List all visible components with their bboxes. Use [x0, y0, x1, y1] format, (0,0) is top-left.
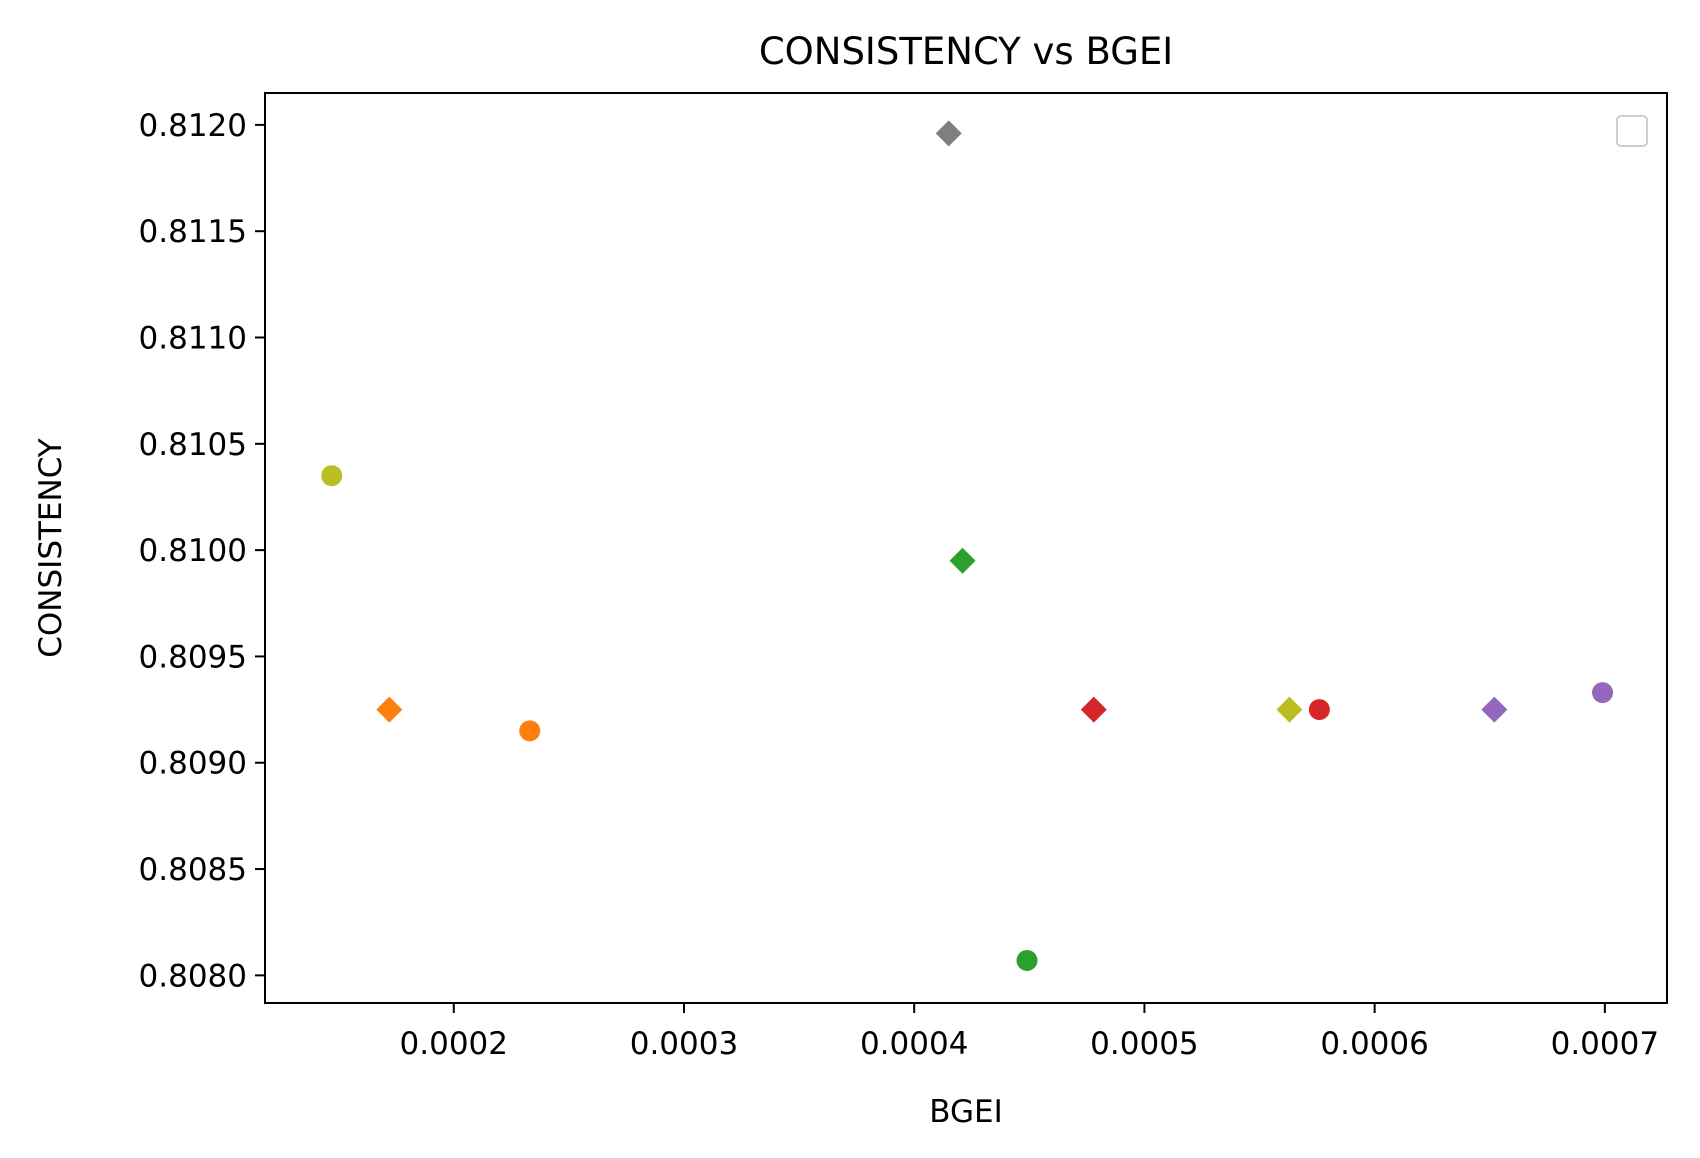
y-tick-label: 0.8120 [139, 108, 247, 144]
x-tick-label: 0.0003 [630, 1026, 738, 1062]
x-axis-ticks: 0.0002 0.0003 0.0004 0.0005 0.0006 0.0007 [400, 1003, 1659, 1062]
data-point-diamond [935, 120, 962, 147]
data-points [321, 120, 1614, 971]
data-point-circle [1592, 682, 1614, 704]
x-tick-label: 0.0007 [1551, 1026, 1659, 1062]
data-point-diamond [949, 547, 976, 574]
data-point-circle [321, 465, 343, 487]
data-point-circle [519, 720, 541, 742]
plot-area-frame [264, 92, 1668, 1004]
data-point-diamond [1276, 696, 1303, 723]
y-tick-label: 0.8095 [139, 639, 247, 675]
chart-title: CONSISTENCY vs BGEI [759, 30, 1173, 73]
x-tick-label: 0.0006 [1320, 1026, 1428, 1062]
x-tick-label: 0.0004 [860, 1026, 968, 1062]
data-point-diamond [1080, 696, 1107, 723]
y-tick-label: 0.8105 [139, 427, 247, 463]
data-point-diamond [1481, 696, 1508, 723]
y-axis-label: CONSISTENCY [33, 438, 69, 658]
x-tick-label: 0.0002 [400, 1026, 508, 1062]
data-point-circle [1016, 949, 1038, 971]
y-tick-label: 0.8115 [139, 214, 247, 250]
legend-box [1616, 115, 1648, 147]
data-point-circle [1308, 699, 1330, 721]
y-tick-label: 0.8085 [139, 852, 247, 888]
y-tick-label: 0.8110 [139, 321, 247, 357]
y-tick-label: 0.8100 [139, 533, 247, 569]
y-tick-label: 0.8080 [139, 958, 247, 994]
data-point-diamond [376, 696, 403, 723]
y-tick-label: 0.8090 [139, 746, 247, 782]
x-axis-label: BGEI [929, 1094, 1002, 1130]
x-tick-label: 0.0005 [1090, 1026, 1198, 1062]
y-axis-ticks: 0.8080 0.8085 0.8090 0.8095 0.8100 0.8105 0.81… [139, 108, 265, 994]
